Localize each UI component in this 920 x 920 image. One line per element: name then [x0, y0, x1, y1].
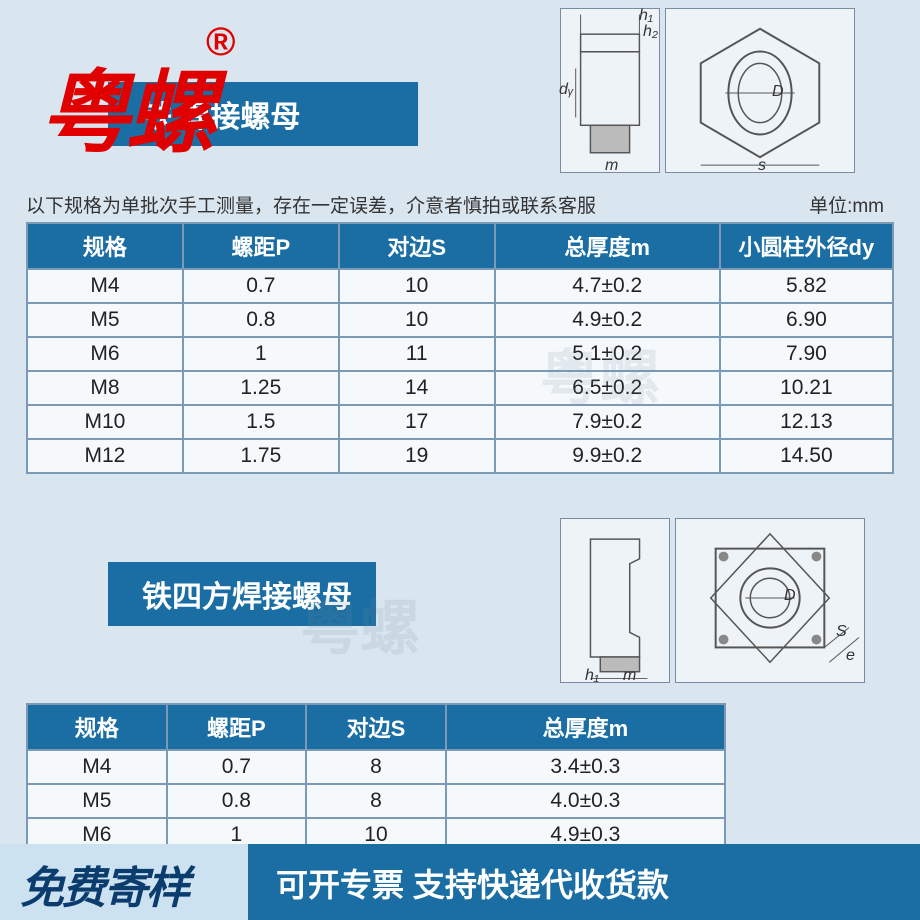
- table-row: M61115.1±0.27.90: [27, 337, 893, 371]
- table-cell: 19: [339, 439, 495, 473]
- table-cell: 7.9±0.2: [495, 405, 720, 439]
- section2-title: 铁四方焊接螺母: [108, 562, 376, 626]
- diagram-label-h1: h₁: [585, 667, 599, 685]
- table-header-row: 规格 螺距P 对边S 总厚度m 小圆柱外径dy: [27, 223, 893, 269]
- col-pitch: 螺距P: [167, 704, 307, 750]
- table-header-row: 规格 螺距P 对边S 总厚度m: [27, 704, 725, 750]
- table-cell: M5: [27, 784, 167, 818]
- hex-nut-spec-table: 规格 螺距P 对边S 总厚度m 小圆柱外径dy M40.7104.7±0.25.…: [26, 222, 894, 474]
- table-cell: 4.0±0.3: [446, 784, 725, 818]
- square-nut-top-diagram: D S e: [675, 518, 865, 683]
- footer-banner: 免费寄样 可开专票 支持快递代收货款: [0, 844, 920, 920]
- table-cell: M6: [27, 337, 183, 371]
- table-cell: 5.82: [720, 269, 893, 303]
- table-cell: 14.50: [720, 439, 893, 473]
- diagram-label-D: D: [784, 587, 796, 605]
- table-cell: 12.13: [720, 405, 893, 439]
- square-nut-side-diagram: h₁ m: [560, 518, 670, 683]
- table-cell: 1.5: [183, 405, 339, 439]
- table-cell: M8: [27, 371, 183, 405]
- table-cell: M4: [27, 750, 167, 784]
- table-row: M40.7104.7±0.25.82: [27, 269, 893, 303]
- table-cell: 8: [306, 750, 446, 784]
- footer-services: 可开专票 支持快递代收货款: [248, 844, 920, 920]
- table-cell: 14: [339, 371, 495, 405]
- table-cell: 6.90: [720, 303, 893, 337]
- table-cell: M4: [27, 269, 183, 303]
- table-cell: 0.7: [183, 269, 339, 303]
- table-row: M81.25146.5±0.210.21: [27, 371, 893, 405]
- col-across: 对边S: [339, 223, 495, 269]
- diagram-label-h2: h₂: [643, 23, 658, 41]
- hex-nut-side-diagram: h₁ h₂ dᵧ m: [560, 8, 660, 173]
- table-cell: 1.75: [183, 439, 339, 473]
- footer-free-sample: 免费寄样: [0, 844, 248, 920]
- diagram-label-e: e: [846, 647, 855, 665]
- section1-unit: 单位:mm: [809, 191, 884, 218]
- col-pitch: 螺距P: [183, 223, 339, 269]
- diagram-label-s: s: [758, 157, 766, 175]
- col-spec: 规格: [27, 704, 167, 750]
- table-cell: 3.4±0.3: [446, 750, 725, 784]
- table-cell: 0.8: [167, 784, 307, 818]
- table-cell: 1.25: [183, 371, 339, 405]
- brand-watermark: 粤螺®: [40, 40, 237, 170]
- table-row: M50.884.0±0.3: [27, 784, 725, 818]
- table-cell: M5: [27, 303, 183, 337]
- diagram-label-m: m: [623, 667, 636, 685]
- diagram-label-dy: dᵧ: [559, 81, 574, 99]
- table-cell: 0.7: [167, 750, 307, 784]
- col-thickness: 总厚度m: [446, 704, 725, 750]
- table-cell: 11: [339, 337, 495, 371]
- col-spec: 规格: [27, 223, 183, 269]
- table-row: M121.75199.9±0.214.50: [27, 439, 893, 473]
- table-cell: 0.8: [183, 303, 339, 337]
- table-cell: 5.1±0.2: [495, 337, 720, 371]
- table-row: M50.8104.9±0.26.90: [27, 303, 893, 337]
- table-cell: 10: [339, 303, 495, 337]
- table-cell: 4.9±0.2: [495, 303, 720, 337]
- table-cell: 9.9±0.2: [495, 439, 720, 473]
- diagram-label-D: D: [772, 83, 784, 101]
- col-thickness: 总厚度m: [495, 223, 720, 269]
- table-cell: 7.90: [720, 337, 893, 371]
- table-row: M101.5177.9±0.212.13: [27, 405, 893, 439]
- registered-mark: ®: [206, 20, 231, 64]
- table-cell: 10.21: [720, 371, 893, 405]
- table-row: M40.783.4±0.3: [27, 750, 725, 784]
- table-cell: 8: [306, 784, 446, 818]
- section1-note: 以下规格为单批次手工测量，存在一定误差，介意者慎拍或联系客服: [26, 191, 596, 218]
- col-across: 对边S: [306, 704, 446, 750]
- table-cell: 6.5±0.2: [495, 371, 720, 405]
- table-cell: 17: [339, 405, 495, 439]
- table-cell: 4.7±0.2: [495, 269, 720, 303]
- table-cell: 10: [339, 269, 495, 303]
- col-dy: 小圆柱外径dy: [720, 223, 893, 269]
- hex-nut-top-diagram: D s: [665, 8, 855, 173]
- table-cell: 1: [183, 337, 339, 371]
- diagram-label-S: S: [836, 623, 847, 641]
- table-cell: M10: [27, 405, 183, 439]
- brand-text: 粤螺: [40, 64, 212, 164]
- table-cell: M12: [27, 439, 183, 473]
- diagram-label-m: m: [605, 157, 618, 175]
